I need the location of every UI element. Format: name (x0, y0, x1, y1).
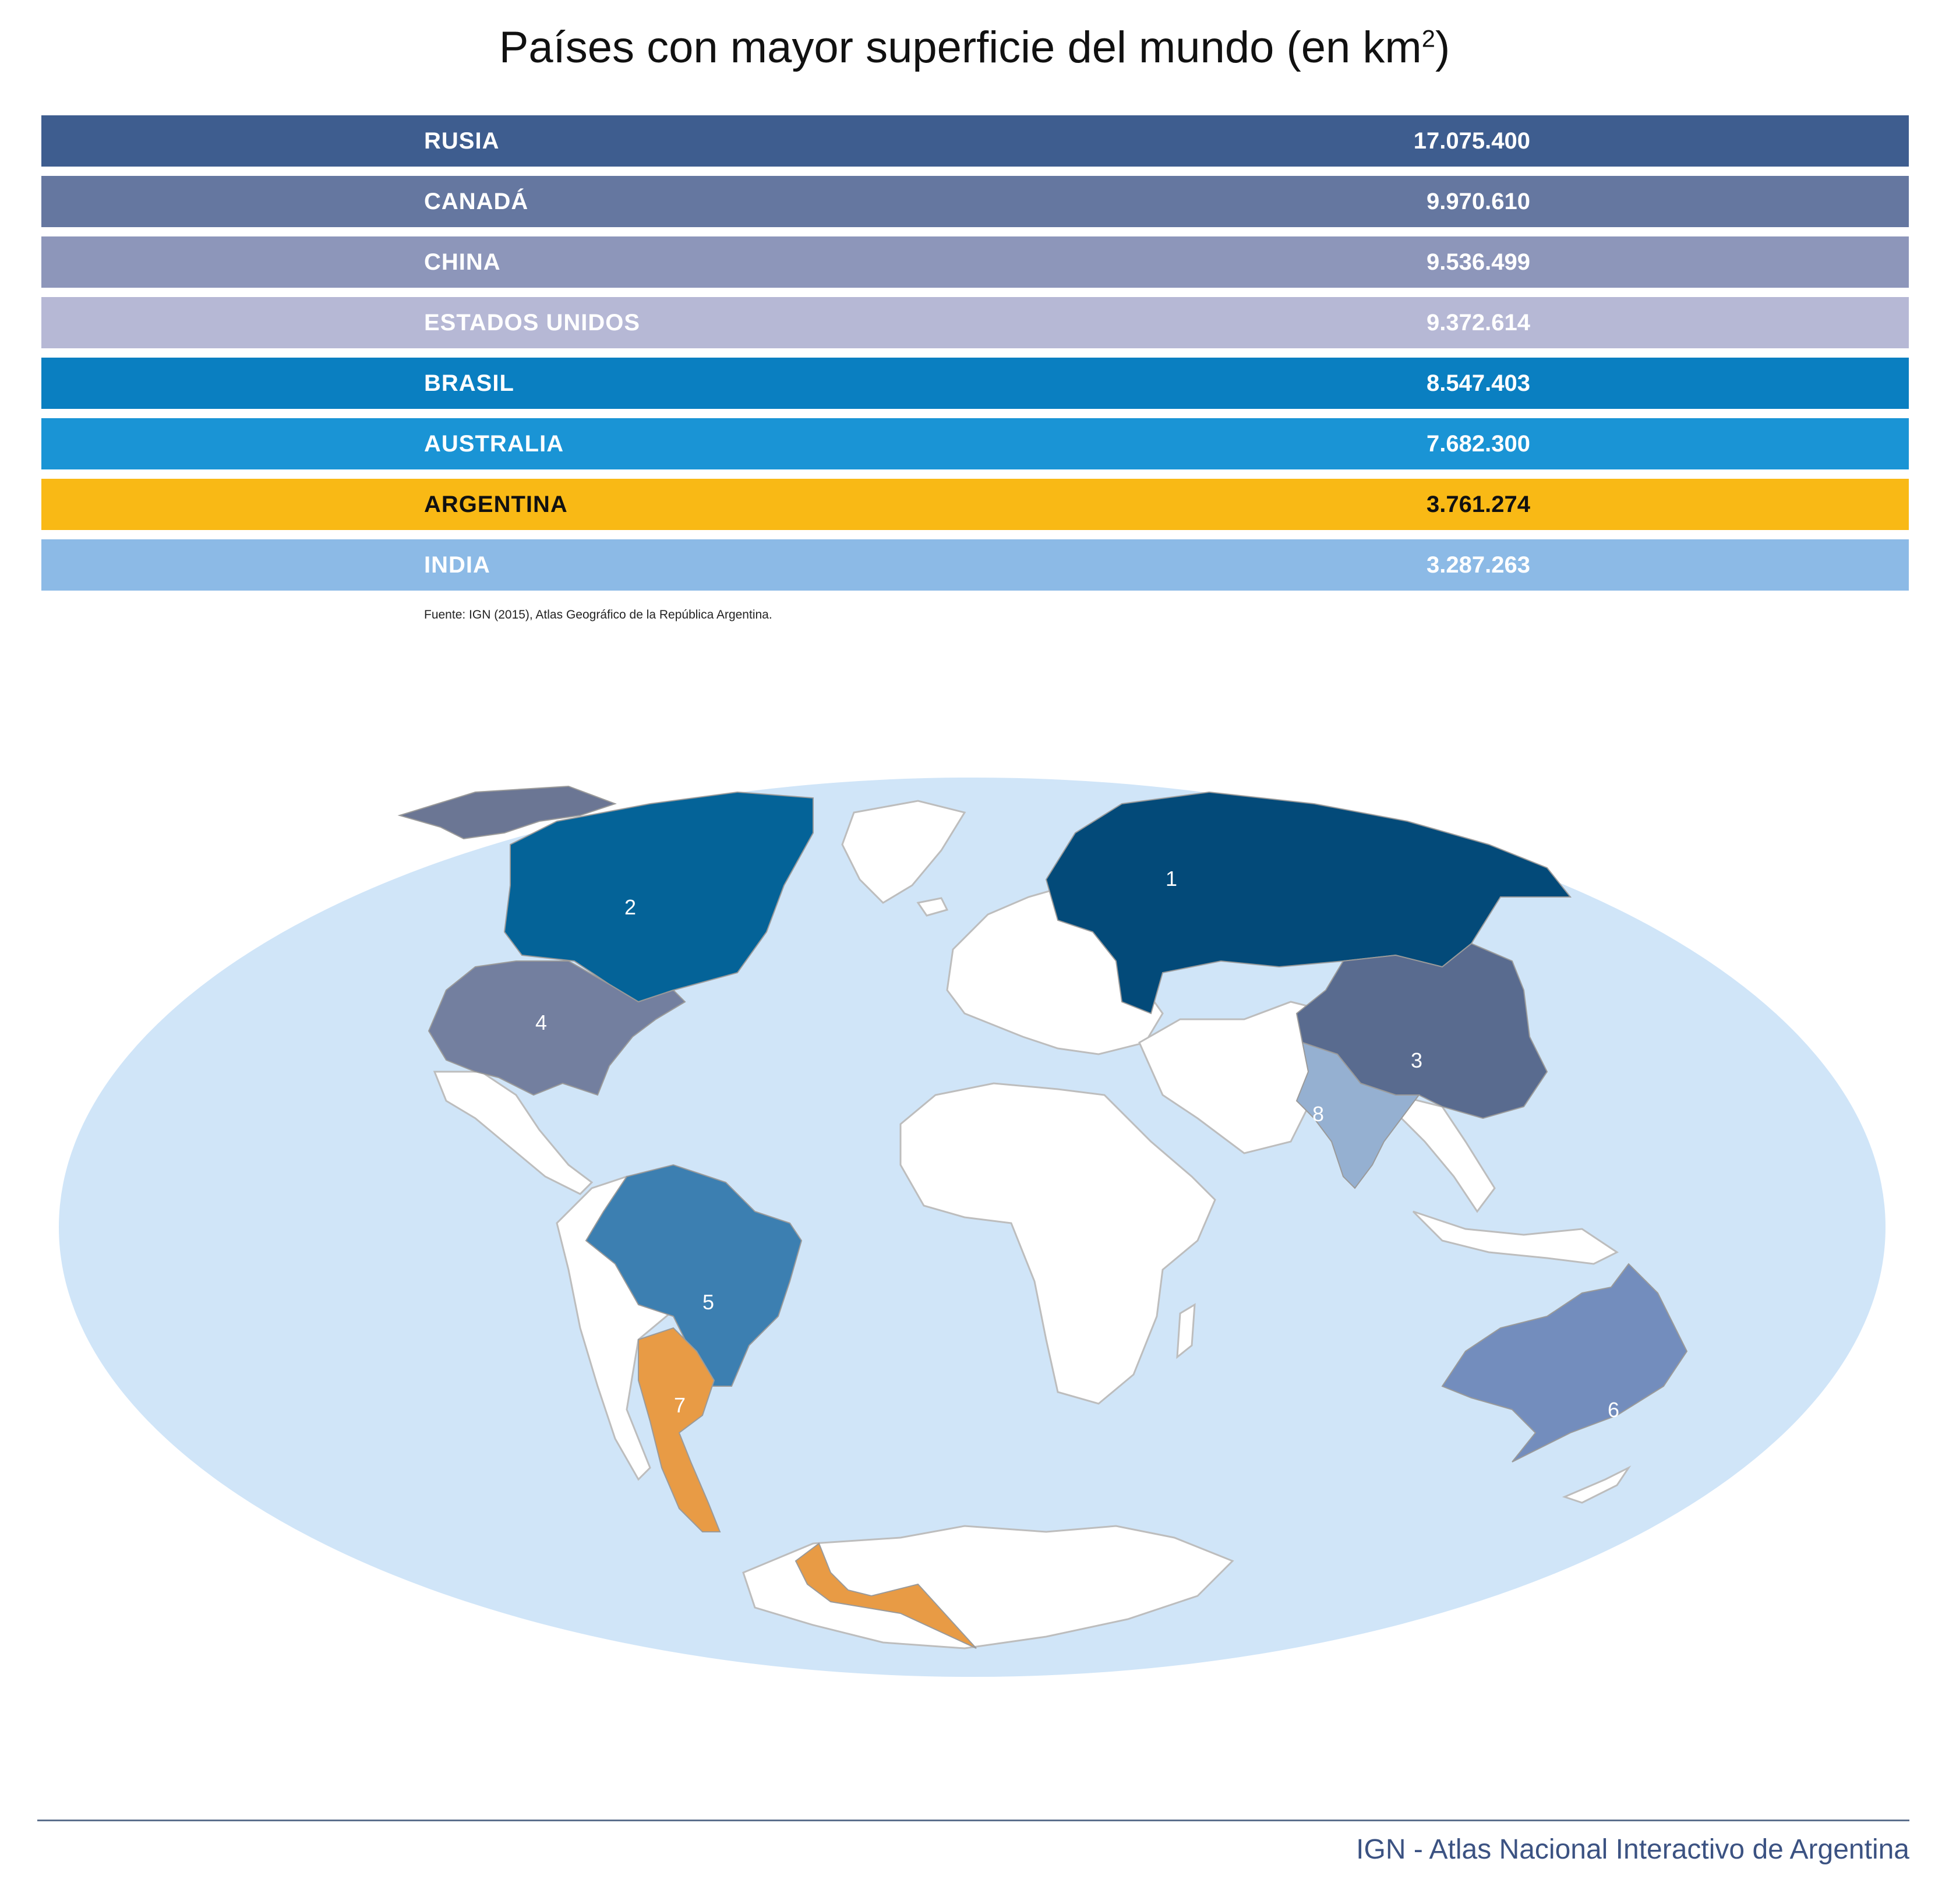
world-map: 1 2 3 4 5 6 7 8 (56, 769, 1888, 1686)
table-row: ARGENTINA 3.761.274 (41, 479, 1909, 530)
country-name: AUSTRALIA (424, 431, 564, 457)
country-name: CANADÁ (424, 189, 529, 214)
iceland-shape (916, 897, 949, 917)
mexico-shape (433, 1071, 594, 1195)
country-area: 3.287.263 (1427, 552, 1530, 578)
country-name: CHINA (424, 249, 501, 275)
map-brasil (585, 1164, 803, 1387)
footer-credit: IGN - Atlas Nacional Interactivo de Arge… (1356, 1834, 1909, 1865)
map-canada (503, 791, 814, 1003)
new-zealand-shape (1562, 1465, 1632, 1504)
table-row: ESTADOS UNIDOS 9.372.614 (41, 297, 1909, 348)
map-number-brasil: 5 (702, 1290, 714, 1314)
map-australia (1441, 1263, 1688, 1463)
table-row: AUSTRALIA 7.682.300 (41, 418, 1909, 469)
greenland-shape (841, 800, 966, 904)
map-number-usa: 4 (535, 1011, 547, 1034)
map-number-canada: 2 (624, 895, 636, 919)
antarctica-shape (742, 1525, 1234, 1649)
world-map-svg: 1 2 3 4 5 6 7 8 (59, 778, 1886, 1677)
country-name: INDIA (424, 552, 490, 578)
table-row: INDIA 3.287.263 (41, 539, 1909, 591)
footer-divider (37, 1820, 1909, 1821)
map-number-rusia: 1 (1166, 867, 1177, 891)
source-note: Fuente: IGN (2015), Atlas Geográfico de … (424, 608, 772, 621)
table-row: BRASIL 8.547.403 (41, 358, 1909, 409)
table-row: CANADÁ 9.970.610 (41, 176, 1909, 227)
country-name: BRASIL (424, 370, 514, 396)
title-close: ) (1435, 23, 1450, 72)
indonesia-shape (1412, 1210, 1619, 1265)
page-title: Países con mayor superficie del mundo (e… (0, 22, 1949, 73)
southeast-asia-shape (1394, 1093, 1496, 1213)
country-area: 7.682.300 (1427, 431, 1530, 457)
map-argentina (638, 1327, 721, 1532)
map-number-india: 8 (1312, 1102, 1324, 1126)
country-name: ARGENTINA (424, 492, 568, 517)
country-name: RUSIA (424, 128, 500, 154)
title-superscript: 2 (1421, 24, 1435, 52)
country-area: 17.075.400 (1413, 128, 1530, 154)
map-number-australia: 6 (1608, 1398, 1619, 1422)
country-area: 9.372.614 (1427, 310, 1530, 335)
country-area: 9.970.610 (1427, 189, 1530, 214)
map-usa (428, 960, 686, 1096)
africa-shape (899, 1082, 1216, 1405)
map-number-china: 3 (1411, 1048, 1422, 1072)
table-row: CHINA 9.536.499 (41, 236, 1909, 288)
country-area: 3.761.274 (1427, 492, 1530, 517)
map-number-argentina: 7 (674, 1393, 686, 1417)
map-alaska (397, 785, 617, 840)
title-text: Países con mayor superficie del mundo (e… (499, 23, 1422, 72)
ranking-table: RUSIA 17.075.400 CANADÁ 9.970.610 CHINA 9.536… (41, 115, 1909, 600)
madagascar-shape (1176, 1303, 1196, 1359)
country-area: 9.536.499 (1427, 249, 1530, 275)
map-argentina-antarctica (795, 1542, 977, 1649)
country-name: ESTADOS UNIDOS (424, 310, 641, 335)
map-india (1295, 1041, 1420, 1189)
table-row: RUSIA 17.075.400 (41, 115, 1909, 167)
country-area: 8.547.403 (1427, 370, 1530, 396)
